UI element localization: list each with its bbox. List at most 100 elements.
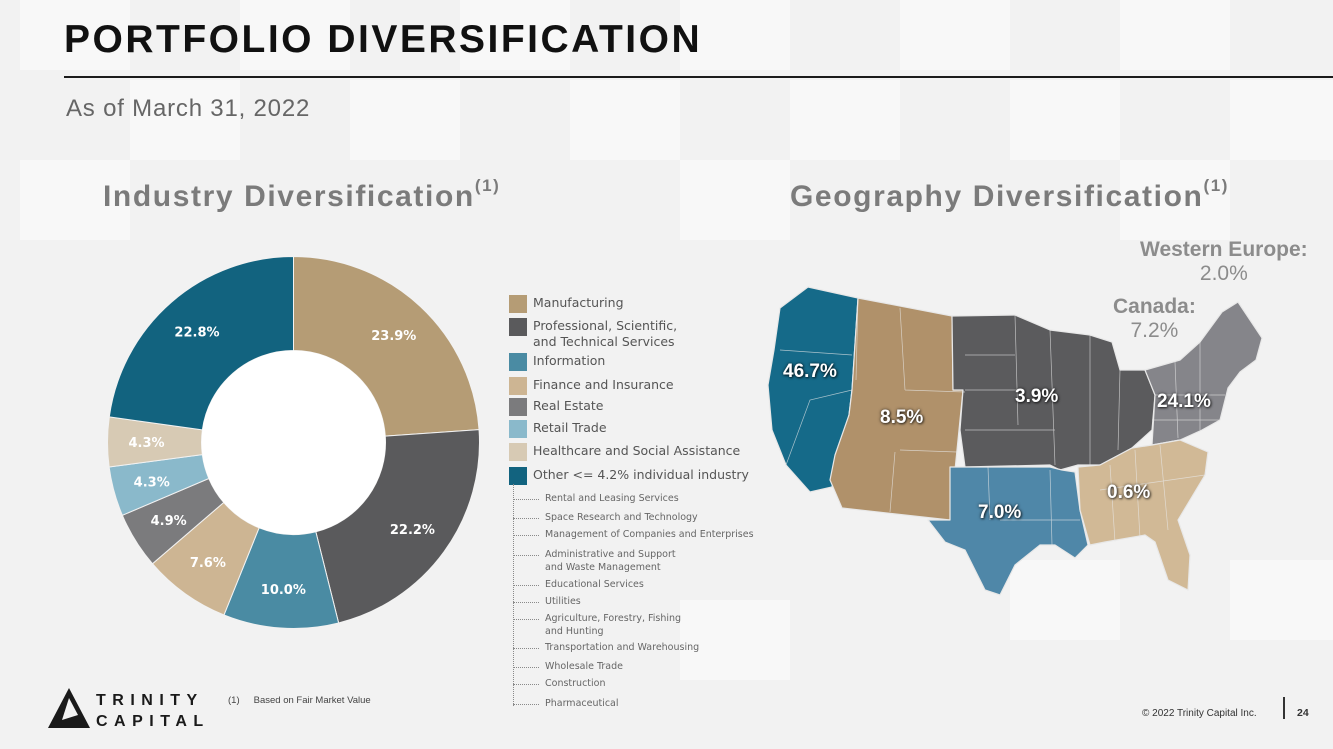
other-industry-item: Educational Services (513, 578, 644, 591)
donut-value-label: 7.6% (190, 556, 226, 571)
legend-label: Retail Trade (533, 420, 607, 435)
bracket-connector (513, 648, 539, 649)
donut-value-label: 22.8% (174, 326, 219, 341)
legend-swatch (509, 295, 527, 313)
other-industry-label: Construction (545, 678, 606, 689)
legend-swatch (509, 377, 527, 395)
legend-item: Healthcare and Social Assistance (509, 443, 740, 461)
legend-swatch (509, 420, 527, 438)
logo-wordmark: TRINITY CAPITAL (96, 690, 210, 732)
legend-swatch (509, 443, 527, 461)
legend-label: Healthcare and Social Assistance (533, 443, 741, 458)
other-industry-label: Educational Services (545, 579, 644, 590)
legend-item: Real Estate (509, 398, 603, 416)
region-label-mountain: 8.5% (880, 407, 924, 428)
region-label-south-central: 7.0% (978, 502, 1022, 523)
legend-item: Finance and Insurance (509, 377, 674, 395)
legend-item: Professional, Scientific, and Technical … (509, 318, 677, 350)
geography-heading: Geography Diversification(1) (790, 176, 1229, 214)
industry-heading: Industry Diversification(1) (103, 176, 500, 214)
legend-swatch (509, 467, 527, 485)
other-industry-item: Wholesale Trade (513, 660, 623, 673)
other-industries-list: Rental and Leasing Services Space Researc… (513, 484, 773, 714)
legend-item: Retail Trade (509, 420, 607, 438)
title-divider (64, 76, 1333, 78)
bracket-connector (513, 585, 539, 586)
trinity-capital-logo-icon (48, 688, 90, 728)
other-industry-item: Rental and Leasing Services (513, 492, 679, 505)
bracket-connector (513, 619, 539, 620)
other-industry-item: Construction (513, 677, 606, 690)
other-industry-item: Space Research and Technology (513, 511, 698, 524)
page-number-divider (1283, 697, 1285, 719)
other-industry-label: Utilities (545, 596, 581, 607)
bracket-connector (513, 555, 539, 556)
donut-value-label: 23.9% (371, 329, 416, 344)
bracket-connector (513, 535, 539, 536)
legend-label: Finance and Insurance (533, 377, 674, 392)
region-south-central (927, 466, 1089, 596)
industry-donut-chart: 23.9% 22.2% 10.0% 7.6% 4.9% 4.3% 4.3% 22.8% (107, 255, 480, 629)
donut-value-label: 4.3% (134, 475, 170, 490)
legend-label: Manufacturing (533, 295, 624, 310)
canada-name: Canada: (1113, 295, 1196, 318)
geography-footnote-marker: (1) (1203, 176, 1230, 195)
western-europe-value: 2.0% (1199, 262, 1248, 285)
geography-heading-text: Geography Diversification (790, 180, 1204, 213)
legend-item: Other <= 4.2% individual industry (509, 467, 749, 485)
footnote-number: (1) (228, 695, 240, 706)
footnote-text: Based on Fair Market Value (253, 695, 371, 706)
bracket-connector (513, 499, 539, 500)
bracket-connector (513, 684, 539, 685)
page-title: PORTFOLIO DIVERSIFICATION (64, 18, 703, 61)
donut-value-label: 22.2% (390, 523, 435, 538)
donut-value-label: 10.0% (261, 583, 306, 598)
canada-value: 7.2% (1130, 319, 1179, 342)
other-industry-item: Transportation and Warehousing (513, 641, 699, 654)
other-bracket-line (513, 484, 514, 706)
canada-label: Canada: 7.2% (1113, 295, 1196, 343)
logo-line-2: CAPITAL (96, 713, 210, 730)
industry-footnote-marker: (1) (474, 176, 501, 195)
other-industry-label: Administrative and Support and Waste Man… (545, 549, 676, 573)
us-map (767, 286, 1263, 596)
bracket-connector (513, 704, 539, 705)
other-industry-label: Management of Companies and Enterprises (545, 529, 754, 540)
other-industry-item: Pharmaceutical (513, 697, 619, 710)
bracket-connector (513, 602, 539, 603)
other-industry-label: Space Research and Technology (545, 512, 698, 523)
page-number: 24 (1297, 707, 1309, 719)
bracket-connector (513, 518, 539, 519)
industry-heading-text: Industry Diversification (103, 180, 475, 213)
other-industry-label: Rental and Leasing Services (545, 493, 679, 504)
legend-swatch (509, 353, 527, 371)
state-borders (779, 297, 1225, 546)
bracket-connector (513, 667, 539, 668)
legend-label: Real Estate (533, 398, 604, 413)
donut-value-label: 4.3% (128, 436, 164, 451)
legend-item: Information (509, 353, 605, 371)
region-label-midwest: 3.9% (1015, 386, 1059, 407)
legend-swatch (509, 398, 527, 416)
legend-label: Professional, Scientific, and Technical … (533, 318, 678, 349)
other-industry-item: Management of Companies and Enterprises (513, 528, 754, 541)
western-europe-name: Western Europe: (1140, 238, 1308, 261)
region-label-southeast: 0.6% (1107, 482, 1151, 503)
legend-label: Other <= 4.2% individual industry (533, 467, 749, 482)
other-industry-item: Utilities (513, 595, 581, 608)
other-industry-label: Agriculture, Forestry, Fishing and Hunti… (545, 613, 682, 637)
donut-hole (201, 350, 386, 535)
donut-value-label: 4.9% (151, 514, 187, 529)
region-label-northeast: 24.1% (1157, 391, 1211, 412)
footnote: (1) Based on Fair Market Value (228, 695, 385, 706)
region-label-west: 46.7% (783, 361, 837, 382)
western-europe-label: Western Europe: 2.0% (1140, 238, 1308, 286)
other-industry-item: Administrative and Support and Waste Man… (513, 548, 676, 574)
other-industry-item: Agriculture, Forestry, Fishing and Hunti… (513, 612, 681, 638)
copyright: © 2022 Trinity Capital Inc. (1142, 708, 1257, 719)
logo-line-1: TRINITY (96, 692, 204, 709)
legend-swatch (509, 318, 527, 336)
legend-label: Information (533, 353, 606, 368)
other-industry-label: Transportation and Warehousing (545, 642, 700, 653)
legend-item: Manufacturing (509, 295, 624, 313)
